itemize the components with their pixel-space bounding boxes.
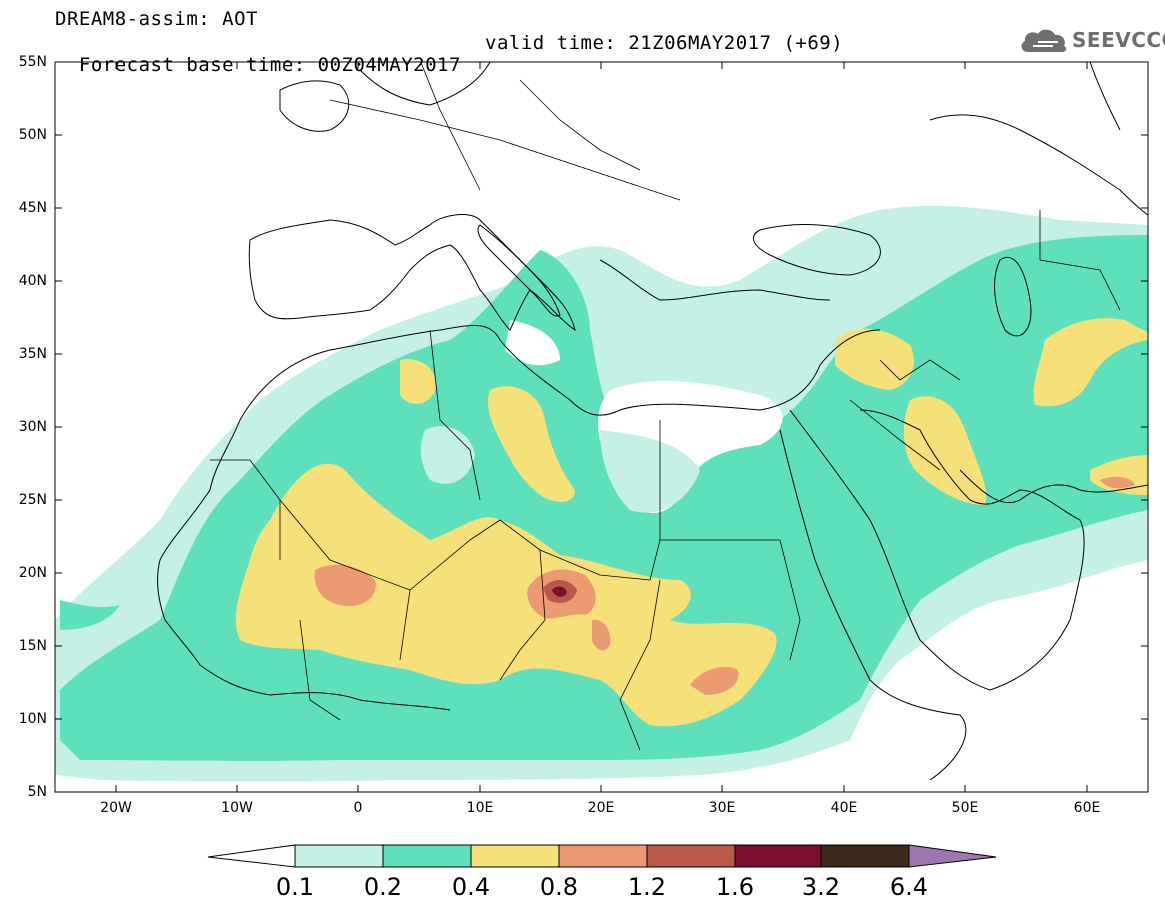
europe-outline bbox=[279, 62, 1148, 216]
lon-label: 0 bbox=[353, 800, 363, 816]
axis-ticks bbox=[55, 61, 1148, 792]
map-title: DREAM8-assim: AOT bbox=[55, 8, 258, 30]
seevccc-logo: SEEVCCC bbox=[1018, 24, 1165, 56]
colorbar-label: 0.1 bbox=[275, 873, 315, 901]
lon-label: 40E bbox=[830, 800, 858, 816]
coastlines bbox=[157, 214, 1148, 781]
colorbar-swatch-2 bbox=[382, 844, 472, 868]
country-borders bbox=[210, 62, 1121, 751]
lat-label: 15N bbox=[18, 638, 47, 654]
lat-label: 30N bbox=[18, 419, 47, 435]
colorbar-label: 0.2 bbox=[363, 873, 403, 901]
lon-label: 30E bbox=[708, 800, 736, 816]
lon-label: 10W bbox=[221, 800, 253, 816]
colorbar-swatch-5 bbox=[646, 844, 736, 868]
lat-label: 50N bbox=[18, 127, 47, 143]
lat-label: 25N bbox=[18, 492, 47, 508]
colorbar-label: 0.8 bbox=[539, 873, 579, 901]
lon-label: 10E bbox=[466, 800, 494, 816]
logo-text: SEEVCCC bbox=[1072, 28, 1165, 52]
valid-time-label: valid time: 21Z06MAY2017 (+69) bbox=[485, 32, 844, 54]
cloud-icon bbox=[1021, 29, 1067, 52]
lon-label: 50E bbox=[951, 800, 979, 816]
lon-label: 20E bbox=[587, 800, 615, 816]
colorbar-swatch-4 bbox=[558, 844, 648, 868]
colorbar-swatch-6 bbox=[734, 844, 822, 868]
forecast-base-time: Forecast base time: 00Z04MAY2017 valid t… bbox=[55, 32, 843, 98]
aot-band-0.1-patches bbox=[420, 426, 700, 513]
colorbar-label: 0.4 bbox=[451, 873, 491, 901]
lat-label: 40N bbox=[18, 273, 47, 289]
lon-label: 60E bbox=[1073, 800, 1101, 816]
base-time-label: Forecast base time: 00Z04MAY2017 bbox=[78, 54, 461, 76]
colorbar-label: 6.4 bbox=[889, 873, 929, 901]
colorbar bbox=[207, 844, 997, 868]
colorbar-swatch-7 bbox=[820, 844, 910, 868]
colorbar-upper-arrow bbox=[908, 844, 997, 868]
colorbar-swatch-1 bbox=[294, 844, 384, 868]
lon-label: 20W bbox=[100, 800, 132, 816]
lat-label: 45N bbox=[18, 200, 47, 216]
colorbar-swatch-3 bbox=[470, 844, 560, 868]
lat-label: 10N bbox=[18, 711, 47, 727]
colorbar-lower-arrow bbox=[207, 844, 296, 868]
colorbar-label: 1.6 bbox=[715, 873, 755, 901]
lat-label: 35N bbox=[18, 346, 47, 362]
lat-label: 20N bbox=[18, 565, 47, 581]
lat-label: 5N bbox=[27, 784, 47, 800]
aot-band-0.4 bbox=[235, 318, 1148, 727]
colorbar-label: 1.2 bbox=[627, 873, 667, 901]
lat-label: 55N bbox=[18, 54, 47, 70]
aot-band-1.6 bbox=[552, 586, 567, 597]
colorbar-label: 3.2 bbox=[801, 873, 841, 901]
